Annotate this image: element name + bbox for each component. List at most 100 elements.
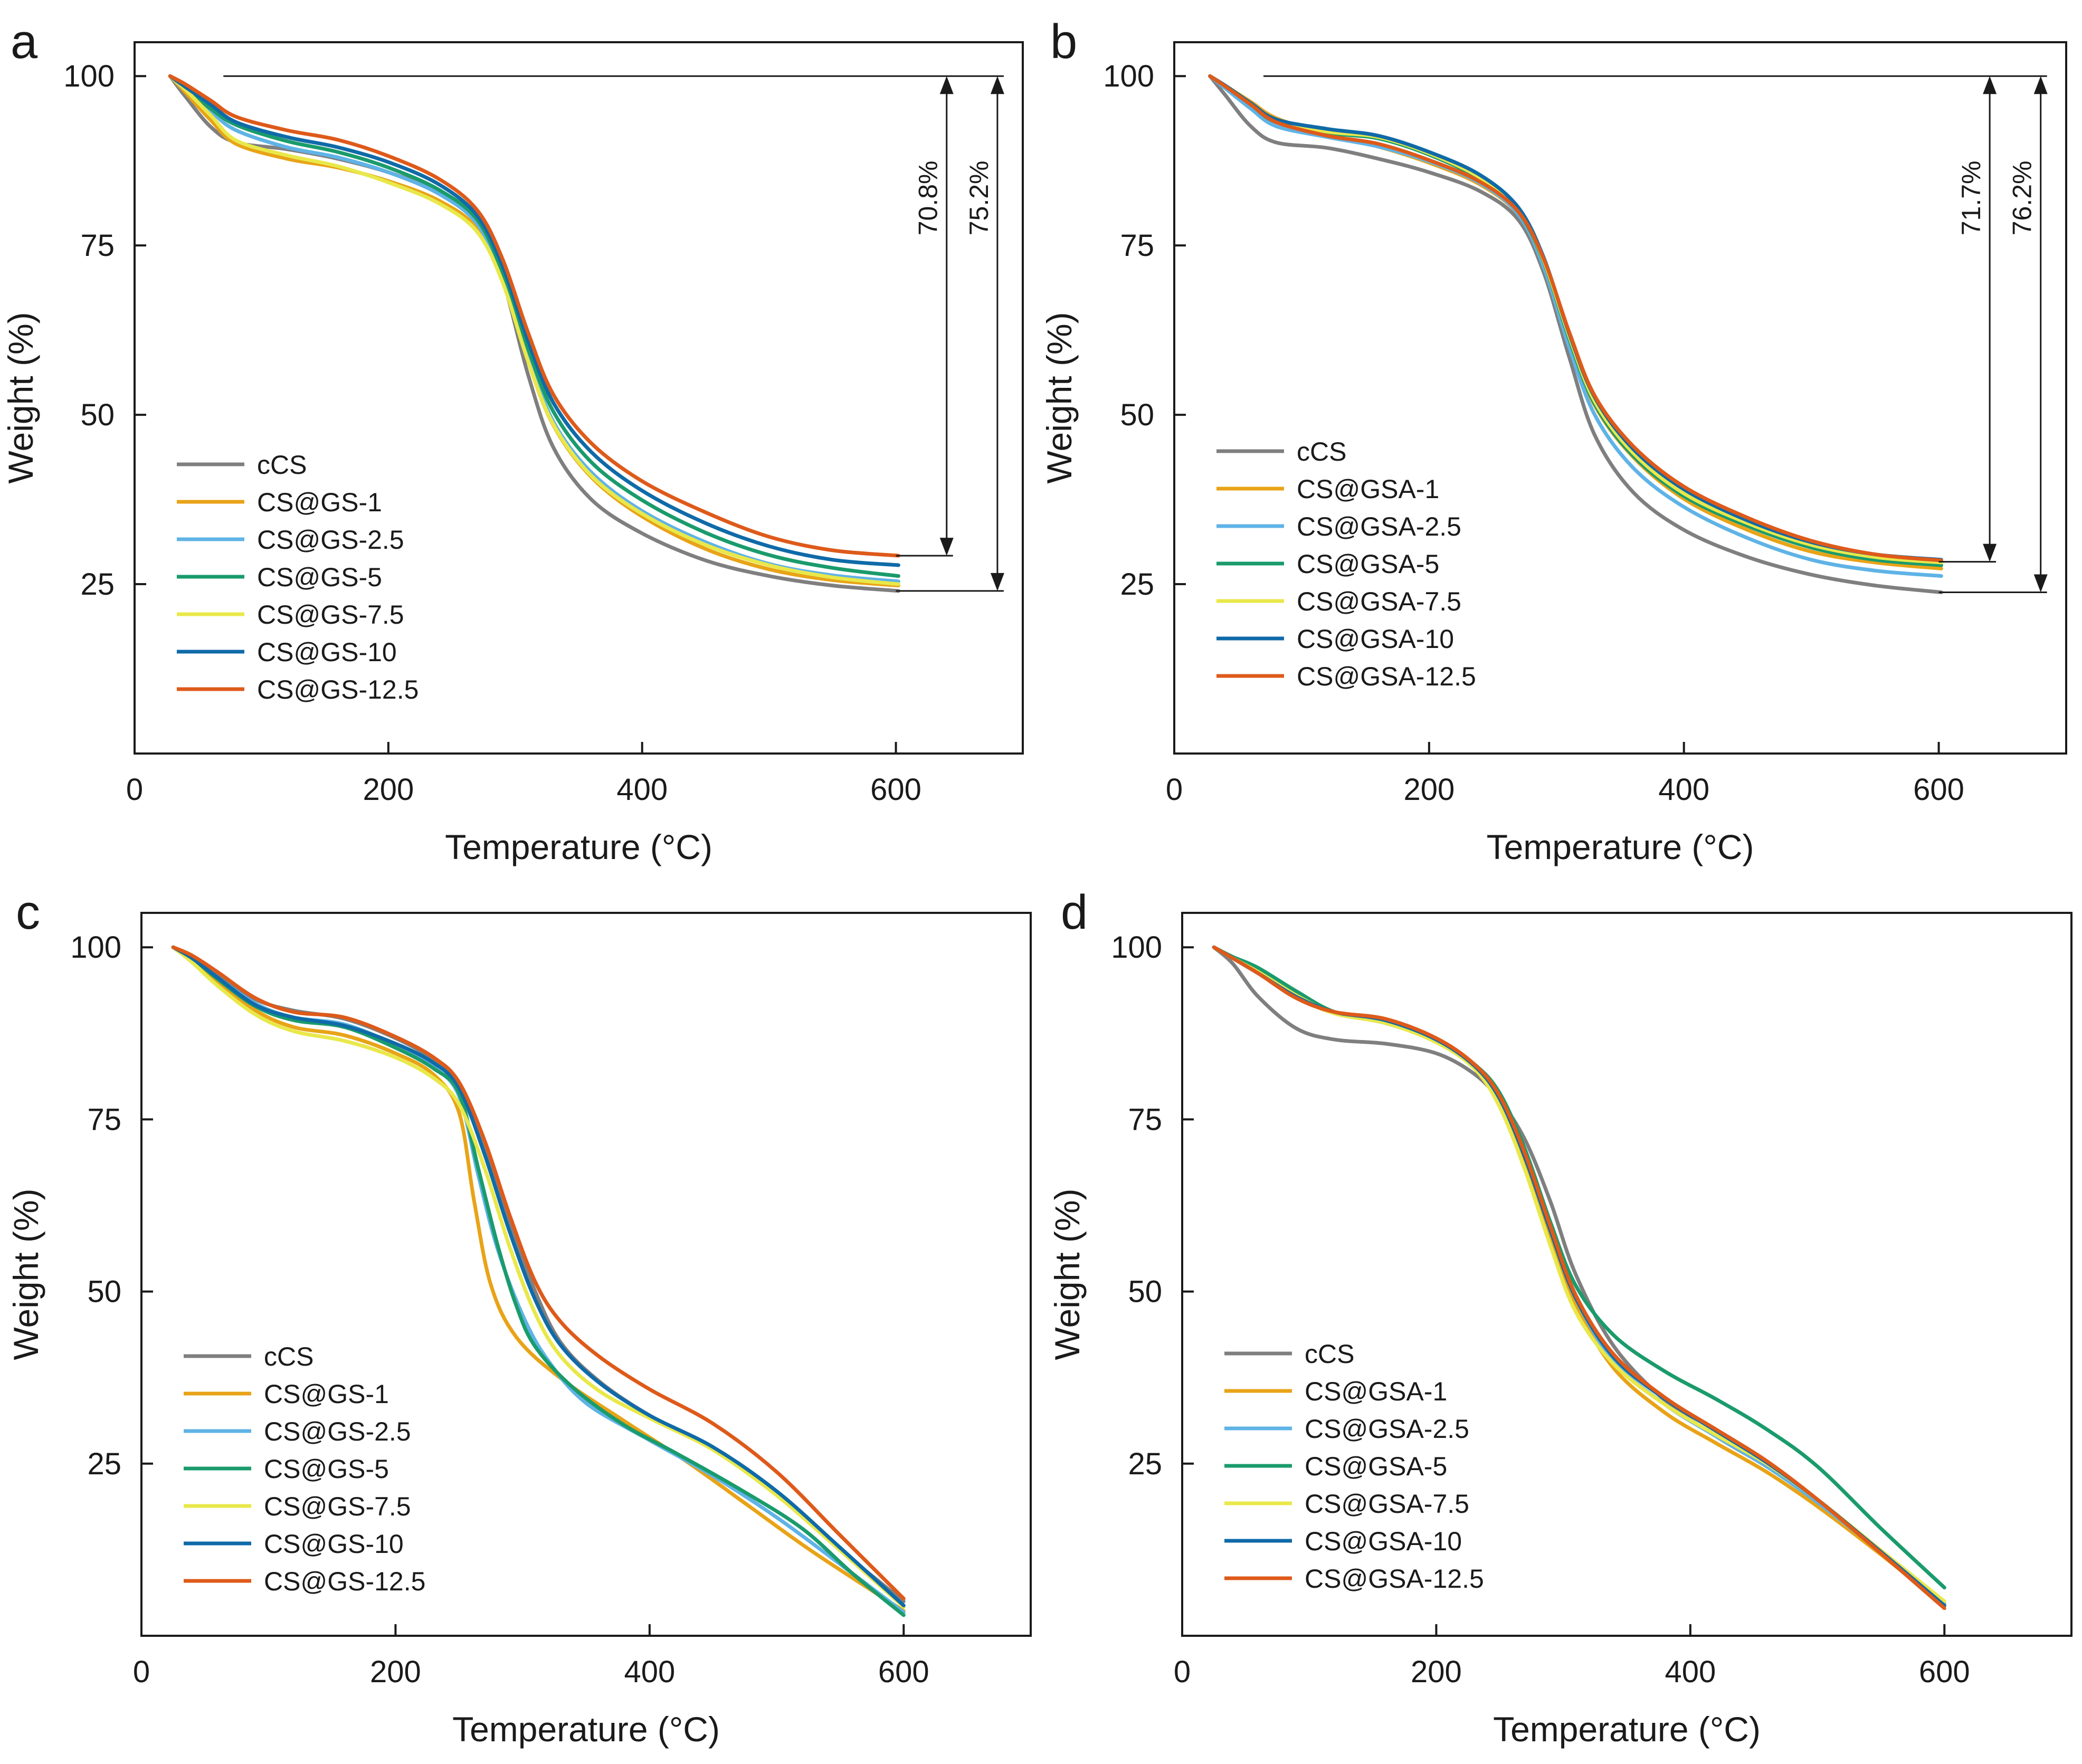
y-tick-label: 100 (70, 930, 121, 965)
series-line-CS@GS-5 (171, 945, 906, 1617)
y-tick-label: 25 (80, 567, 115, 602)
legend-label: CS@GS-2.5 (257, 525, 404, 555)
plot-frame (140, 912, 1032, 1637)
series-lines (168, 74, 900, 593)
legend-label: CS@GS-10 (257, 637, 397, 667)
legend-label: CS@GS-7.5 (257, 600, 404, 630)
panel-letter: c (16, 885, 40, 939)
y-axis-label: Weight (%) (1, 312, 40, 483)
x-tick-label: 400 (1665, 1655, 1716, 1689)
series-line-CS@GS-12.5 (171, 945, 906, 1600)
legend-label: CS@GS-1 (257, 488, 382, 517)
arrow-head-down (939, 538, 954, 556)
plot-frame (134, 41, 1024, 755)
x-tick-label: 0 (1166, 773, 1183, 807)
legend: cCS CS@GS-1 CS@GS-2.5 CS@GS-5 CS@GS-7.5 CS@GS… (184, 1342, 425, 1596)
series-line-CS@GS-7.5 (168, 74, 900, 586)
arrow-head-down (1983, 543, 1997, 562)
x-tick-label: 0 (133, 1655, 150, 1689)
legend-label: cCS (1297, 437, 1346, 466)
x-tick-label: 400 (616, 773, 668, 807)
x-axis-label: Temperature (°C) (1493, 1710, 1761, 1749)
mass-loss-label: 76.2% (2008, 160, 2037, 235)
mass-loss-annotations: 71.7% 76.2% (1263, 75, 2048, 593)
legend-label: cCS (1305, 1339, 1354, 1369)
y-tick-label: 75 (1120, 228, 1154, 263)
panel-letter: a (11, 15, 38, 69)
panel-a: a 0 200 400 600 25 50 75 100 Temperature (°C) Weig… (1, 15, 1024, 866)
x-tick-label: 400 (1658, 773, 1709, 807)
x-tick-label: 0 (126, 773, 143, 807)
y-tick-label: 75 (87, 1102, 121, 1137)
mass-loss-label: 75.2% (964, 160, 994, 235)
series-line-CS@GS-10 (171, 945, 906, 1608)
y-tick-label: 50 (1128, 1275, 1162, 1309)
legend-label: CS@GS-5 (257, 562, 382, 592)
legend-label: CS@GSA-5 (1297, 549, 1439, 579)
mass-loss-annotations: 70.8% 75.2% (223, 75, 1004, 592)
legend-label: CS@GSA-10 (1305, 1527, 1462, 1556)
x-tick-label: 600 (878, 1655, 929, 1689)
legend-label: CS@GSA-10 (1297, 624, 1454, 654)
series-line-CS@GS-1 (171, 945, 906, 1613)
legend-label: CS@GS-1 (264, 1379, 389, 1409)
legend-label: CS@GSA-7.5 (1305, 1489, 1469, 1519)
y-tick-label: 100 (1103, 59, 1154, 93)
arrow-head-up (2033, 76, 2048, 94)
legend-label: CS@GSA-1 (1297, 474, 1439, 504)
x-tick-label: 0 (1174, 1655, 1191, 1689)
series-line-CS@GS-12.5 (168, 74, 900, 558)
plot-frame (1173, 41, 2067, 755)
x-tick-label: 600 (1913, 773, 1964, 807)
legend-label: CS@GSA-1 (1305, 1377, 1447, 1406)
y-tick-label: 25 (1120, 567, 1154, 602)
arrow-head-down (2033, 574, 2048, 593)
panel-b: b 0 200 400 600 25 50 75 100 Temperature (°C) Weig… (1040, 15, 2067, 866)
legend: cCS CS@GSA-1 CS@GSA-2.5 CS@GSA-5 CS@GSA-7.5 C… (1224, 1339, 1484, 1594)
y-axis-label: Weight (%) (1040, 312, 1079, 483)
x-tick-label: 200 (1403, 773, 1454, 807)
series-lines (1212, 945, 1946, 1610)
arrow-head-down (990, 573, 1004, 591)
legend-label: CS@GS-2.5 (264, 1417, 411, 1446)
arrow-head-up (939, 76, 954, 94)
legend-label: cCS (257, 450, 307, 480)
legend-label: CS@GS-5 (264, 1454, 389, 1484)
panel-letter: b (1050, 15, 1077, 69)
x-tick-label: 600 (870, 773, 921, 807)
y-tick-label: 50 (87, 1275, 121, 1309)
x-axis-label: Temperature (°C) (452, 1710, 720, 1749)
panel-letter: d (1061, 885, 1088, 939)
legend-label: CS@GSA-7.5 (1297, 587, 1461, 616)
legend-label: CS@GSA-5 (1305, 1452, 1447, 1481)
x-tick-label: 200 (1411, 1655, 1462, 1689)
x-tick-label: 200 (363, 773, 414, 807)
series-line-CS@GS-10 (168, 74, 900, 567)
y-tick-label: 25 (87, 1447, 121, 1481)
panel-c: c 0 200 400 600 25 50 75 100 Temperature (°C) Weig… (6, 885, 1032, 1749)
series-line-CS@GSA-12.5 (1212, 945, 1946, 1610)
series-line-CS@GS-7.5 (171, 945, 906, 1609)
y-tick-label: 25 (1128, 1447, 1162, 1481)
legend-label: CS@GS-12.5 (257, 675, 419, 704)
series-lines (1208, 74, 1943, 594)
plot-frame (1181, 912, 2073, 1637)
y-axis-label: Weight (%) (6, 1188, 45, 1360)
mass-loss-label: 71.7% (1956, 160, 1986, 235)
series-line-CS@GSA-12.5 (1208, 74, 1943, 562)
legend-label: CS@GS-12.5 (264, 1567, 425, 1596)
series-line-CS@GS-5 (168, 74, 900, 578)
legend-label: CS@GS-7.5 (264, 1492, 411, 1521)
y-tick-label: 100 (63, 59, 115, 93)
y-tick-label: 75 (1128, 1102, 1162, 1137)
x-tick-label: 400 (624, 1655, 675, 1689)
y-tick-label: 75 (80, 228, 115, 263)
y-tick-label: 50 (80, 398, 115, 432)
y-tick-label: 50 (1120, 398, 1154, 432)
series-lines (171, 945, 906, 1617)
x-axis-label: Temperature (°C) (445, 827, 712, 866)
mass-loss-label: 70.8% (914, 160, 943, 235)
panel-d: d 0 200 400 600 25 50 75 100 Temperature (°C) Weig… (1048, 885, 2073, 1749)
legend-label: CS@GSA-12.5 (1305, 1564, 1484, 1594)
